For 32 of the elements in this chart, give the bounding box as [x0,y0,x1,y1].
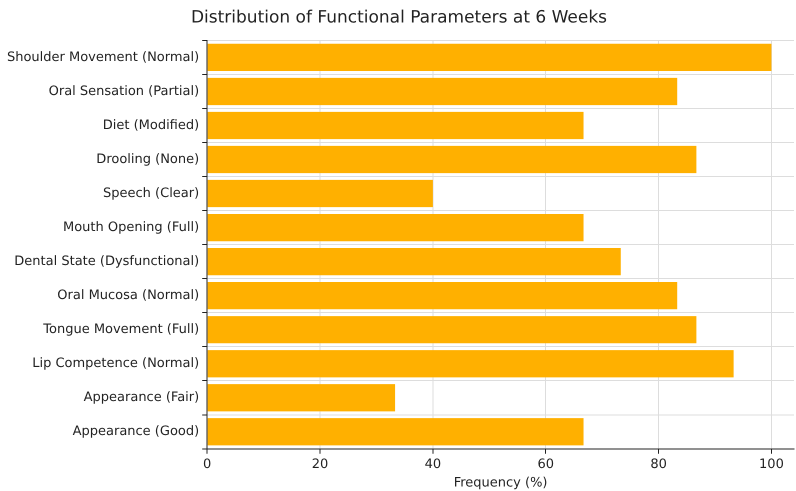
x-tick-label: 80 [650,456,667,472]
y-tick-label: Oral Sensation (Partial) [48,84,200,99]
y-tick-label: Mouth Opening (Full) [62,220,200,235]
bar [208,316,696,344]
chart-title: Distribution of Functional Parameters at 6 Weeks [190,8,608,28]
y-tick-label: Drooling (None) [96,152,200,167]
y-tick-label: Speech (Clear) [103,186,200,201]
y-tick-label: Diet (Modified) [102,118,200,133]
y-tick-label: Tongue Movement (Full) [42,322,200,338]
y-tick-label: Shoulder Movement (Normal) [6,50,200,65]
x-axis-title: Frequency (%) [454,476,548,491]
bar [208,350,734,378]
y-tick-label: Lip Competence (Normal) [32,356,200,372]
y-tick-label: Oral Mucosa (Normal) [57,288,200,304]
x-tick-label: 0 [203,456,212,472]
bar [208,384,396,412]
x-tick-label: 40 [424,456,442,472]
bar [208,44,772,72]
bar [208,146,696,174]
bar [208,180,433,208]
bar [208,418,584,446]
bar [208,112,584,140]
y-tick-label: Dental State (Dysfunctional) [14,254,200,269]
bar [208,248,621,276]
x-tick-label: 100 [759,456,784,472]
bar [208,78,678,106]
bar [208,282,678,310]
y-tick-label: Appearance (Good) [72,424,200,440]
x-tick-label: 60 [537,456,554,472]
y-tick-label: Appearance (Fair) [84,390,200,406]
bar [208,214,584,242]
x-tick-label: 20 [312,456,328,472]
